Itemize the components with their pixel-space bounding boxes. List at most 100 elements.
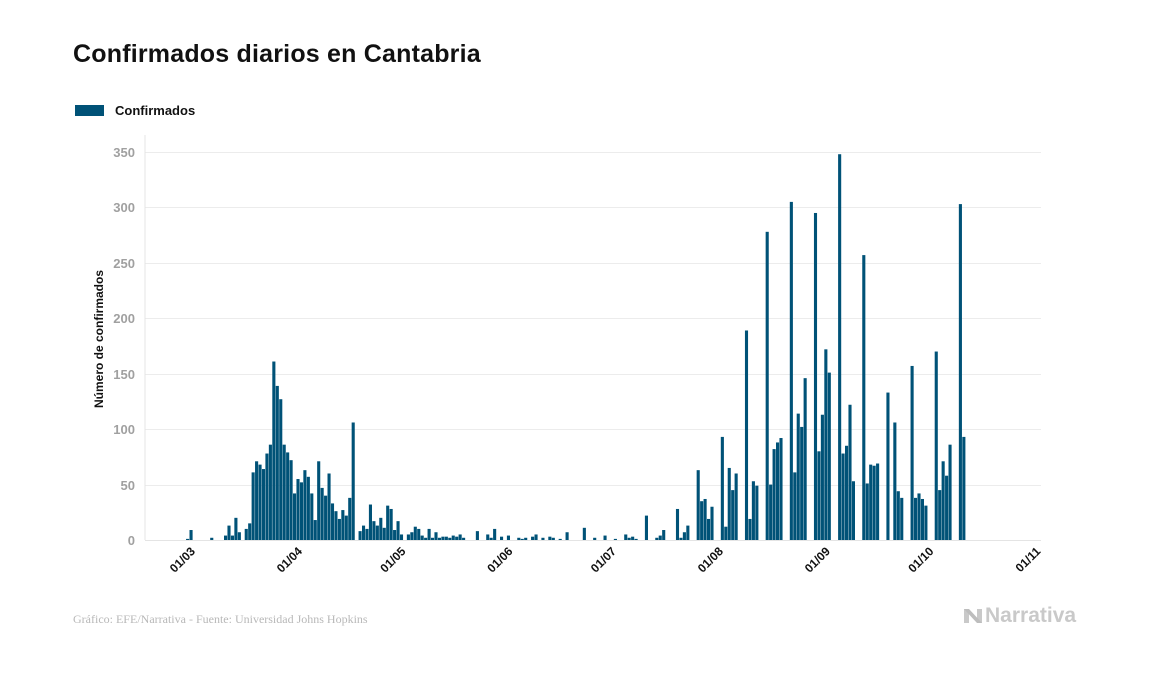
x-tick-label: 01/04 <box>274 544 305 575</box>
bar <box>800 426 804 540</box>
bar <box>720 436 724 540</box>
bar <box>434 532 438 540</box>
bar <box>893 422 897 540</box>
legend-swatch <box>75 105 104 116</box>
x-tick-label: 01/03 <box>167 544 198 575</box>
bar <box>306 476 310 540</box>
bar <box>675 508 680 540</box>
bar <box>862 255 866 540</box>
bar <box>945 475 949 540</box>
bar <box>724 526 728 540</box>
bar <box>876 463 880 540</box>
bar <box>444 536 448 540</box>
bar <box>358 531 362 540</box>
bar <box>924 505 928 540</box>
bar <box>255 461 259 540</box>
bar <box>372 521 376 540</box>
bar <box>265 453 269 540</box>
bar <box>710 506 714 540</box>
bar <box>431 537 435 540</box>
bar <box>462 537 466 540</box>
bar <box>886 392 890 540</box>
bar <box>293 493 297 540</box>
x-tick-label: 01/06 <box>484 544 515 575</box>
bar <box>320 487 324 540</box>
bar <box>296 479 300 540</box>
bar <box>189 530 193 540</box>
bar <box>244 528 248 540</box>
bar <box>896 491 900 540</box>
bar <box>303 470 307 540</box>
bar <box>934 351 938 540</box>
y-tick-labels: 0 50 100 150 200 250 300 350 <box>113 145 135 548</box>
bar <box>410 532 414 540</box>
bar <box>769 484 773 540</box>
bar <box>765 231 769 540</box>
x-tick-label: 01/07 <box>588 544 619 575</box>
bar <box>427 528 431 540</box>
bar <box>958 204 962 540</box>
bar <box>268 444 272 540</box>
bar <box>275 385 279 540</box>
legend-label: Confirmados <box>115 103 196 118</box>
bar <box>941 461 945 540</box>
bar <box>237 532 241 540</box>
bar <box>734 473 738 540</box>
bar <box>330 503 335 540</box>
bar <box>848 404 852 540</box>
bar <box>551 537 555 540</box>
bar <box>348 497 352 540</box>
bar <box>565 532 569 540</box>
bar <box>475 531 479 540</box>
bar <box>417 528 421 540</box>
bar <box>520 538 524 540</box>
bar <box>534 534 538 540</box>
y-tick-label: 300 <box>113 200 135 215</box>
bar <box>362 525 366 540</box>
bar <box>406 534 410 540</box>
bar <box>448 537 452 540</box>
bar <box>803 378 807 540</box>
bar <box>900 497 904 540</box>
bar <box>230 535 234 540</box>
bar <box>744 330 749 540</box>
bar <box>317 461 321 540</box>
x-tick-label: 01/10 <box>905 544 936 575</box>
bar <box>399 534 404 540</box>
x-tick-label: 01/09 <box>802 544 833 575</box>
bar <box>437 537 441 540</box>
bar <box>679 537 683 540</box>
bar <box>517 537 521 540</box>
bar <box>486 534 490 540</box>
bar <box>655 537 659 540</box>
bar <box>286 452 290 540</box>
bar <box>396 521 400 540</box>
bar <box>186 538 190 540</box>
bar <box>337 518 341 540</box>
bar <box>658 535 662 540</box>
bar <box>603 535 607 540</box>
bar <box>272 361 276 540</box>
bars <box>186 154 966 540</box>
bar <box>500 536 504 540</box>
bar <box>368 504 372 540</box>
bar <box>593 537 597 540</box>
chart-title: Confirmados diarios en Cantabria <box>73 40 481 68</box>
bar <box>420 535 424 540</box>
bar <box>334 511 338 540</box>
bar <box>261 469 266 540</box>
bar <box>696 470 700 540</box>
bar <box>351 422 355 540</box>
bar <box>224 535 228 540</box>
bar <box>748 518 752 540</box>
bar <box>707 518 711 540</box>
x-tick-labels: 01/03 01/04 01/05 01/06 01/07 01/08 01/09 01/10… <box>167 544 1044 575</box>
y-tick-label: 200 <box>113 311 135 326</box>
source-caption: Gráfico: EFE/Narrativa - Fuente: Univers… <box>73 612 368 626</box>
legend: Confirmados <box>75 103 195 118</box>
bar <box>962 436 966 540</box>
bar <box>227 525 231 540</box>
bar <box>820 414 824 540</box>
bar <box>700 501 704 540</box>
bar <box>489 537 493 540</box>
